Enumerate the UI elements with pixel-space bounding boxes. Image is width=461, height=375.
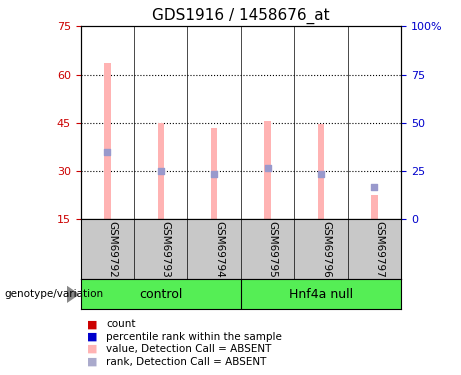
- Text: GSM69793: GSM69793: [161, 221, 171, 278]
- Point: [104, 149, 111, 155]
- Text: GSM69796: GSM69796: [321, 221, 331, 278]
- Text: GSM69794: GSM69794: [214, 221, 224, 278]
- Point: [211, 171, 218, 177]
- Text: ■: ■: [87, 357, 97, 366]
- Bar: [104, 63, 111, 219]
- Text: genotype/variation: genotype/variation: [5, 290, 104, 299]
- Bar: [371, 195, 378, 219]
- Bar: [158, 123, 164, 219]
- Text: ■: ■: [87, 320, 97, 329]
- Text: GSM69795: GSM69795: [267, 221, 278, 278]
- Polygon shape: [67, 286, 78, 302]
- Text: control: control: [139, 288, 183, 301]
- Bar: [318, 124, 324, 219]
- Text: count: count: [106, 320, 136, 329]
- Text: ■: ■: [87, 332, 97, 342]
- Point: [371, 184, 378, 190]
- Point: [317, 171, 325, 177]
- Point: [157, 168, 165, 174]
- Text: percentile rank within the sample: percentile rank within the sample: [106, 332, 282, 342]
- Point: [264, 165, 271, 171]
- Bar: [211, 128, 218, 219]
- Text: Hnf4a null: Hnf4a null: [289, 288, 353, 301]
- Title: GDS1916 / 1458676_at: GDS1916 / 1458676_at: [152, 7, 330, 24]
- Text: GSM69797: GSM69797: [374, 221, 384, 278]
- Text: value, Detection Call = ABSENT: value, Detection Call = ABSENT: [106, 344, 272, 354]
- Bar: [264, 121, 271, 219]
- Text: ■: ■: [87, 344, 97, 354]
- Text: rank, Detection Call = ABSENT: rank, Detection Call = ABSENT: [106, 357, 266, 366]
- Text: GSM69792: GSM69792: [107, 221, 118, 278]
